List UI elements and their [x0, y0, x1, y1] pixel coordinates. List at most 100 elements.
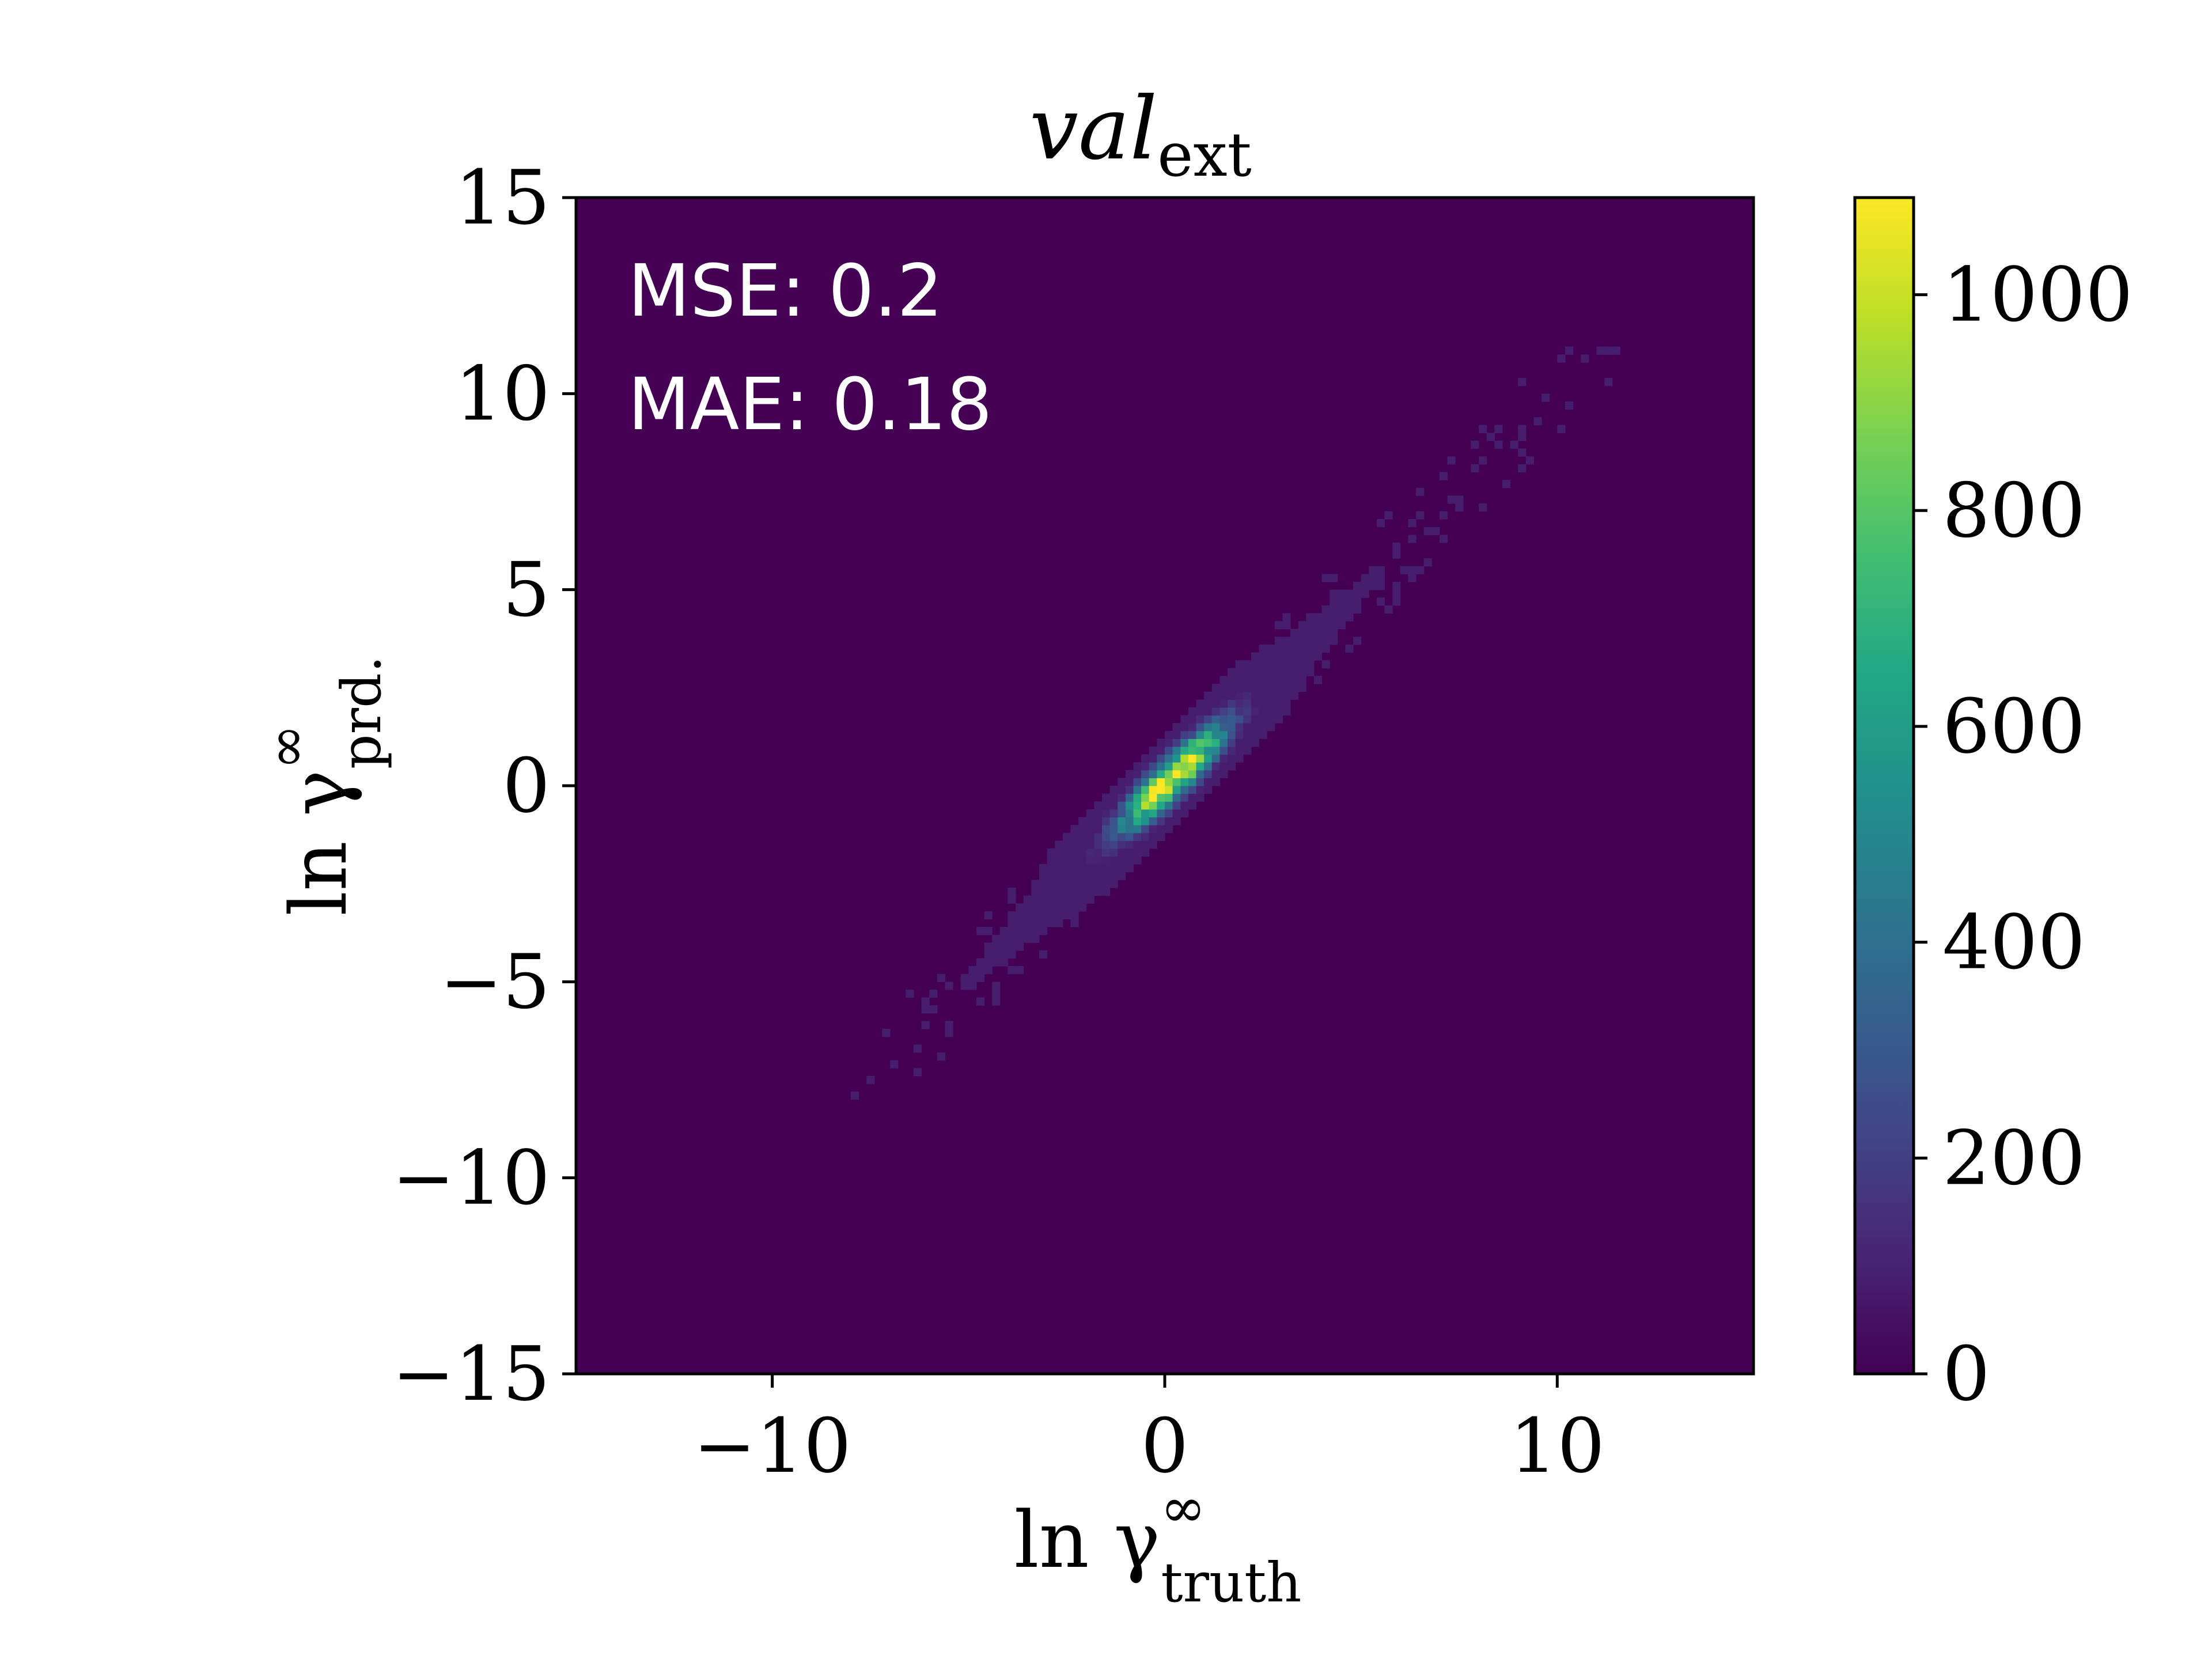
hist-cell [992, 942, 1001, 951]
hist-cell [1330, 637, 1338, 645]
hist-cell [1047, 903, 1055, 912]
hist-cell [1274, 707, 1283, 716]
hist-cell [1259, 668, 1267, 676]
hist-cell [1259, 730, 1267, 739]
hist-cell [1259, 715, 1267, 724]
hist-cell [1235, 738, 1244, 747]
hist-cell [1196, 770, 1205, 778]
hist-cell [945, 1029, 953, 1037]
hist-cell [1502, 480, 1511, 488]
hist-cell [1172, 817, 1181, 825]
hist-cell [1211, 715, 1220, 724]
hist-cell [1188, 793, 1197, 802]
hist-cell [1094, 825, 1103, 834]
hist-cell [999, 942, 1008, 951]
hist-cell [1165, 801, 1173, 810]
hist-cell [1039, 950, 1048, 959]
hist-cell [1047, 856, 1055, 865]
hist-cell [984, 950, 993, 959]
hist-cell [1290, 637, 1299, 645]
hist-cell [1219, 746, 1228, 755]
hist-cell [1282, 684, 1291, 692]
hist-cell [1282, 637, 1291, 645]
hist-cell [1125, 840, 1134, 849]
hist-cell [1086, 848, 1094, 857]
hist-cell [1102, 832, 1111, 841]
hist-cell [1313, 645, 1323, 653]
hist-cell [1228, 668, 1236, 676]
hist-cell [1298, 637, 1306, 645]
hist-cell [1204, 770, 1213, 778]
hist-cell [1062, 872, 1071, 880]
hist-cell [1062, 911, 1071, 919]
hist-cell [1235, 660, 1244, 669]
hist-cell [1204, 738, 1213, 747]
chart-title-sub: ext [1157, 120, 1252, 190]
hist-cell [1172, 730, 1181, 739]
hist-cell [850, 1091, 859, 1100]
hist-cell [992, 982, 1001, 990]
hist-cell [1039, 903, 1048, 912]
hist-cell [1313, 628, 1323, 637]
hist-cell [1118, 825, 1126, 834]
histogram-cells [850, 346, 1620, 1100]
hist-cell [1133, 770, 1142, 778]
hist-cell [1211, 707, 1220, 716]
hist-cell [1125, 793, 1134, 802]
hist-cell [1157, 825, 1165, 834]
hist-cell [1219, 707, 1228, 716]
y-axis-label-sup: ∞ [255, 724, 319, 770]
hist-cell [1298, 660, 1306, 669]
hist-cell [1235, 707, 1244, 716]
hist-cell [1541, 393, 1550, 402]
hist-cell [1353, 605, 1362, 614]
hist-cell [1204, 723, 1213, 732]
hist-cell [1102, 856, 1111, 865]
hist-cell [1211, 723, 1220, 732]
hist-cell [1337, 597, 1346, 606]
hist-cell [984, 927, 993, 935]
hist-cell [1392, 582, 1401, 590]
hist-cell [1557, 354, 1566, 363]
hist-cell [1023, 903, 1032, 912]
colorbar-tick-label: 600 [1942, 683, 2085, 770]
hist-cell [1565, 346, 1574, 355]
hist-cell [1125, 825, 1134, 834]
hist-cell [1251, 723, 1260, 732]
hist-cell [1180, 754, 1189, 763]
colorbar-axis: 0 200 400 600 800 1000 [1914, 251, 2133, 1418]
hist-cell [1165, 786, 1173, 794]
hist-cell [1031, 911, 1040, 919]
hist-cell [1306, 652, 1315, 661]
hist-cell [1125, 848, 1134, 857]
hist-cell [1228, 730, 1236, 739]
hist-cell [1274, 637, 1283, 645]
hist-cell [1180, 730, 1189, 739]
hist-cell [1007, 942, 1016, 951]
hist-cell [1259, 660, 1267, 669]
hist-cell [1086, 888, 1094, 896]
hist-cell [1055, 880, 1063, 888]
hist-cell [1007, 919, 1016, 927]
hist-cell [1055, 888, 1063, 896]
hist-cell [1431, 527, 1440, 535]
hist-cell [1039, 911, 1048, 919]
hist-cell [1133, 778, 1142, 786]
hist-cell [1007, 895, 1016, 904]
hist-cell [1196, 786, 1205, 794]
hist-cell [1125, 801, 1134, 810]
y-axis: −15 −10 −5 0 5 10 15 [392, 154, 576, 1418]
hist-cell [1361, 582, 1369, 590]
hist-cell [1165, 754, 1173, 763]
hist-cell [1243, 723, 1252, 732]
hist-cell [1282, 676, 1291, 684]
hist-cell [1228, 699, 1236, 708]
hist-cell [1290, 684, 1299, 692]
hist-cell [1251, 660, 1260, 669]
hist-cell [1141, 825, 1150, 834]
hist-cell [1055, 903, 1063, 912]
hist-cell [1047, 872, 1055, 880]
hist-cell [1070, 919, 1079, 927]
hist-cell [1062, 848, 1071, 857]
hist-cell [1416, 511, 1425, 520]
